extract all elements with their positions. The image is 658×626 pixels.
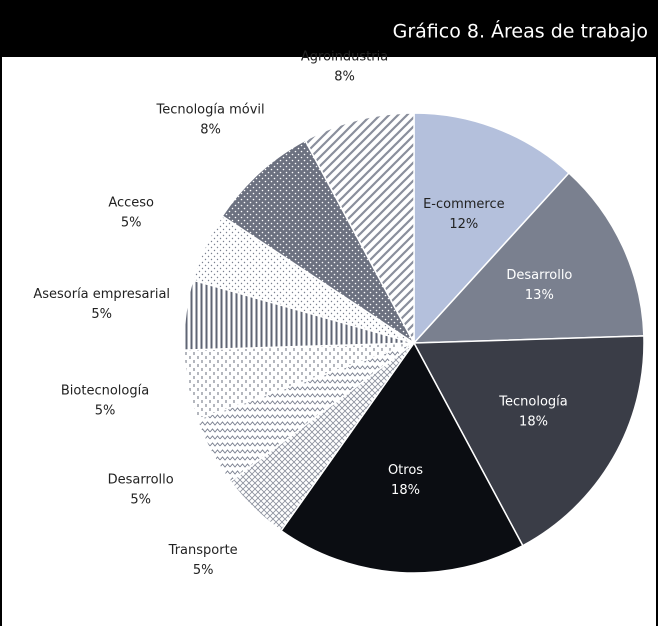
- slice-label: Biotecnología: [61, 383, 149, 398]
- slice-label: Asesoría empresarial: [33, 287, 170, 302]
- pie-slice: [221, 139, 415, 344]
- slice-value-label: 18%: [391, 483, 420, 498]
- slice-value-label: 18%: [519, 415, 548, 430]
- slice-value-label: 5%: [193, 563, 214, 578]
- slice-value-label: 5%: [121, 215, 142, 230]
- pie-slice: [412, 171, 645, 344]
- slice-value-label: 12%: [449, 217, 478, 232]
- pie-slice: [304, 112, 415, 344]
- slice-value-label: 8%: [334, 69, 355, 84]
- pie-slice: [412, 335, 645, 547]
- header: [0, 0, 658, 56]
- slice-value-label: 5%: [130, 492, 151, 507]
- slice-label: Desarrollo: [108, 472, 174, 487]
- slice-label: Tecnología móvil: [156, 102, 265, 117]
- pie-slice: [280, 341, 524, 574]
- slice-label: Desarrollo: [506, 268, 572, 283]
- slice-label: Transporte: [168, 543, 238, 558]
- slice-value-label: 13%: [525, 288, 554, 303]
- slice-label: Otros: [388, 463, 423, 478]
- slice-value-label: 8%: [200, 122, 221, 137]
- slice-value-label: 5%: [91, 307, 112, 322]
- slice-label: Tecnología: [498, 395, 567, 410]
- slice-label: Agroindustria: [301, 49, 388, 64]
- pie-slice: [413, 112, 571, 345]
- chart-title: Gráfico 8. Áreas de trabajo: [393, 20, 648, 43]
- frame: [0, 55, 658, 626]
- slice-label: E-commerce: [423, 197, 505, 212]
- slice-value-label: 5%: [95, 403, 116, 418]
- slice-label: Acceso: [108, 195, 154, 210]
